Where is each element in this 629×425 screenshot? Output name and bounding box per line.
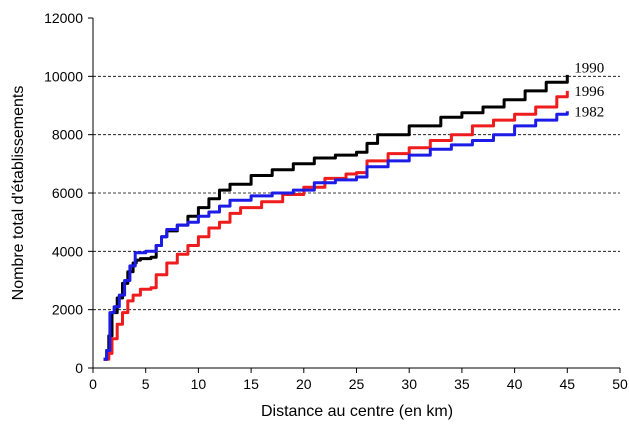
series-line-1990 [103,74,569,361]
series-label-1982: 1982 [574,104,604,120]
gridlines [93,75,620,311]
y-tick-label-10000: 10000 [44,68,83,84]
y-tick-label-8000: 8000 [52,127,83,143]
x-tick-label-50: 50 [612,376,628,392]
x-tick-label-30: 30 [401,376,417,392]
y-tick-label-2000: 2000 [52,302,83,318]
plot-area [103,74,569,361]
series-label-1996: 1996 [574,84,605,100]
x-tick-label-20: 20 [296,376,312,392]
y-tick-label-6000: 6000 [52,185,83,201]
y-tick-label-12000: 12000 [44,10,83,26]
y-tick-label-0: 0 [75,360,83,376]
x-tick-label-40: 40 [507,376,523,392]
y-tick-label-4000: 4000 [52,243,83,259]
x-tick-label-35: 35 [454,376,470,392]
series-line-1996 [103,90,569,361]
x-tick-label-15: 15 [243,376,259,392]
y-ticks: 0 2000 4000 6000 8000 10000 12000 [44,10,93,376]
series-label-1990: 1990 [574,61,604,77]
x-axis-title: Distance au centre (en km) [261,403,453,420]
x-tick-label-10: 10 [191,376,207,392]
series-labels: 1990 1996 1982 [574,61,605,121]
series-line-1982 [103,111,569,361]
x-tick-label-25: 25 [349,376,365,392]
x-ticks: 0 5 10 15 20 25 30 35 40 45 50 [89,368,628,392]
x-tick-label-0: 0 [89,376,97,392]
x-tick-label-45: 45 [560,376,576,392]
y-axis-title: Nombre total d'établissements [10,86,27,301]
x-tick-label-5: 5 [142,376,150,392]
